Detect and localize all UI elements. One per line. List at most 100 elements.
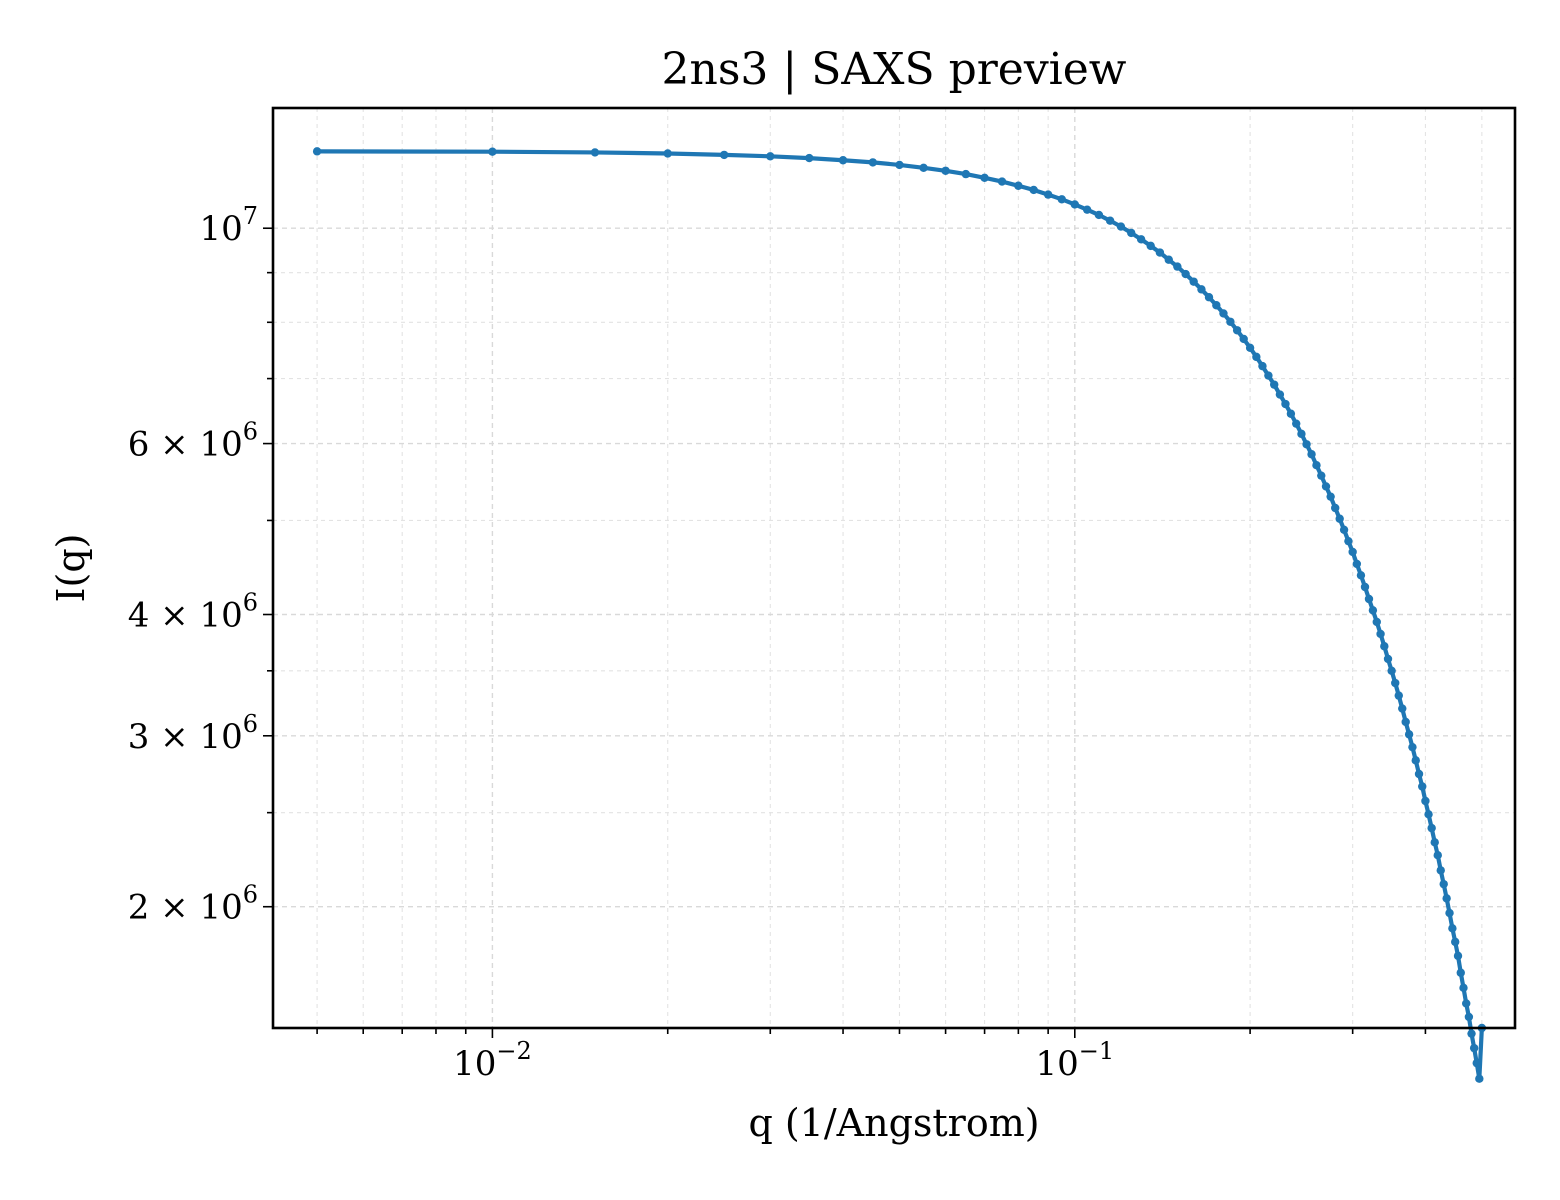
data-point <box>1127 228 1136 238</box>
data-point <box>838 156 848 165</box>
data-point <box>1155 248 1165 257</box>
data-point <box>1418 782 1427 791</box>
data-point <box>1464 1012 1474 1022</box>
data-point <box>1226 317 1235 326</box>
data-point <box>1383 654 1393 664</box>
data-point <box>1094 210 1104 220</box>
data-point <box>1281 399 1290 409</box>
y-tick-label: 6 × 106 <box>128 418 258 465</box>
data-point <box>1204 293 1214 302</box>
data-point <box>1070 200 1079 209</box>
data-point <box>1286 409 1296 418</box>
data-point <box>1326 492 1335 501</box>
data-point <box>1408 742 1417 752</box>
data-point <box>1146 241 1155 251</box>
data-point <box>1398 704 1407 713</box>
data-point <box>1394 691 1403 700</box>
data-point <box>1356 571 1366 580</box>
data-point <box>1057 195 1067 204</box>
x-tick-label: 10−2 <box>453 1037 532 1084</box>
data-point <box>719 150 729 160</box>
data-point <box>1462 999 1471 1008</box>
data-point <box>1307 450 1316 459</box>
data-point <box>1421 796 1430 806</box>
data-point <box>1364 594 1374 604</box>
data-point <box>1302 440 1311 449</box>
data-point <box>1472 1058 1481 1068</box>
data-point <box>1258 361 1267 371</box>
data-point <box>1467 1029 1476 1038</box>
data-point <box>1181 269 1190 279</box>
data-point <box>1368 606 1378 615</box>
data-point <box>1376 629 1385 639</box>
data-point <box>1456 968 1465 977</box>
data-point <box>1014 181 1023 190</box>
data-point <box>1401 717 1410 727</box>
data-point <box>1197 285 1206 294</box>
data-point <box>590 148 600 157</box>
grid-lines <box>273 108 1515 1028</box>
data-point <box>805 153 814 163</box>
data-point <box>1270 380 1279 389</box>
data-point <box>1297 429 1306 439</box>
data-point <box>1427 823 1436 833</box>
data-point <box>1352 559 1362 569</box>
data-point <box>1387 666 1396 675</box>
data-point <box>1339 525 1349 535</box>
data-point <box>1275 390 1285 399</box>
tick-labels: 10−2 10−1 107 6 × 106 4 × 106 3 × 106 2 × 106 <box>128 202 1114 1084</box>
data-point <box>1433 851 1442 860</box>
data-point <box>961 169 971 179</box>
data-point <box>1442 894 1451 903</box>
data-point <box>1245 343 1255 353</box>
data-point <box>1082 205 1092 214</box>
data-point <box>1451 937 1460 947</box>
data-point <box>941 166 950 175</box>
data-point <box>980 173 989 183</box>
data-point <box>1404 730 1414 739</box>
data-point <box>1136 235 1146 244</box>
data-point <box>1312 461 1321 470</box>
x-tick-label: 10−1 <box>1035 1037 1114 1084</box>
data-point <box>1232 326 1242 335</box>
data-point <box>1475 1074 1484 1083</box>
data-point <box>766 152 775 161</box>
series-line <box>315 149 1484 1081</box>
data-series <box>312 147 1487 1083</box>
data-point <box>1344 536 1353 546</box>
y-tick-label: 2 × 106 <box>128 881 258 928</box>
data-point <box>1252 352 1261 362</box>
data-point <box>895 160 904 170</box>
data-point <box>1448 924 1457 933</box>
data-point <box>1445 908 1454 918</box>
data-point <box>1164 255 1173 264</box>
data-point <box>1331 503 1340 513</box>
data-point <box>1189 277 1198 286</box>
data-point <box>1424 810 1433 819</box>
data-point <box>1391 678 1400 688</box>
x-axis-label: q (1/Angstrom) <box>748 1101 1039 1145</box>
data-point <box>1439 879 1448 889</box>
data-point <box>1430 838 1439 847</box>
data-point <box>1436 866 1445 875</box>
data-point <box>1414 769 1424 779</box>
data-point <box>1411 756 1420 765</box>
data-point <box>663 149 672 158</box>
y-tick-label: 107 <box>199 202 258 249</box>
data-point <box>1317 471 1326 480</box>
data-point <box>1348 547 1357 557</box>
data-point <box>1292 419 1301 428</box>
data-point <box>1219 309 1228 318</box>
data-point <box>1105 216 1115 225</box>
data-point <box>488 147 497 156</box>
data-point <box>1212 301 1221 310</box>
y-tick-label: 3 × 106 <box>128 710 258 757</box>
chart-title: 2ns3 | SAXS preview <box>662 44 1127 95</box>
data-point <box>1469 1043 1479 1053</box>
data-point <box>1239 334 1248 344</box>
data-point <box>1453 951 1463 961</box>
data-point <box>1335 514 1344 523</box>
data-point <box>1043 190 1053 199</box>
